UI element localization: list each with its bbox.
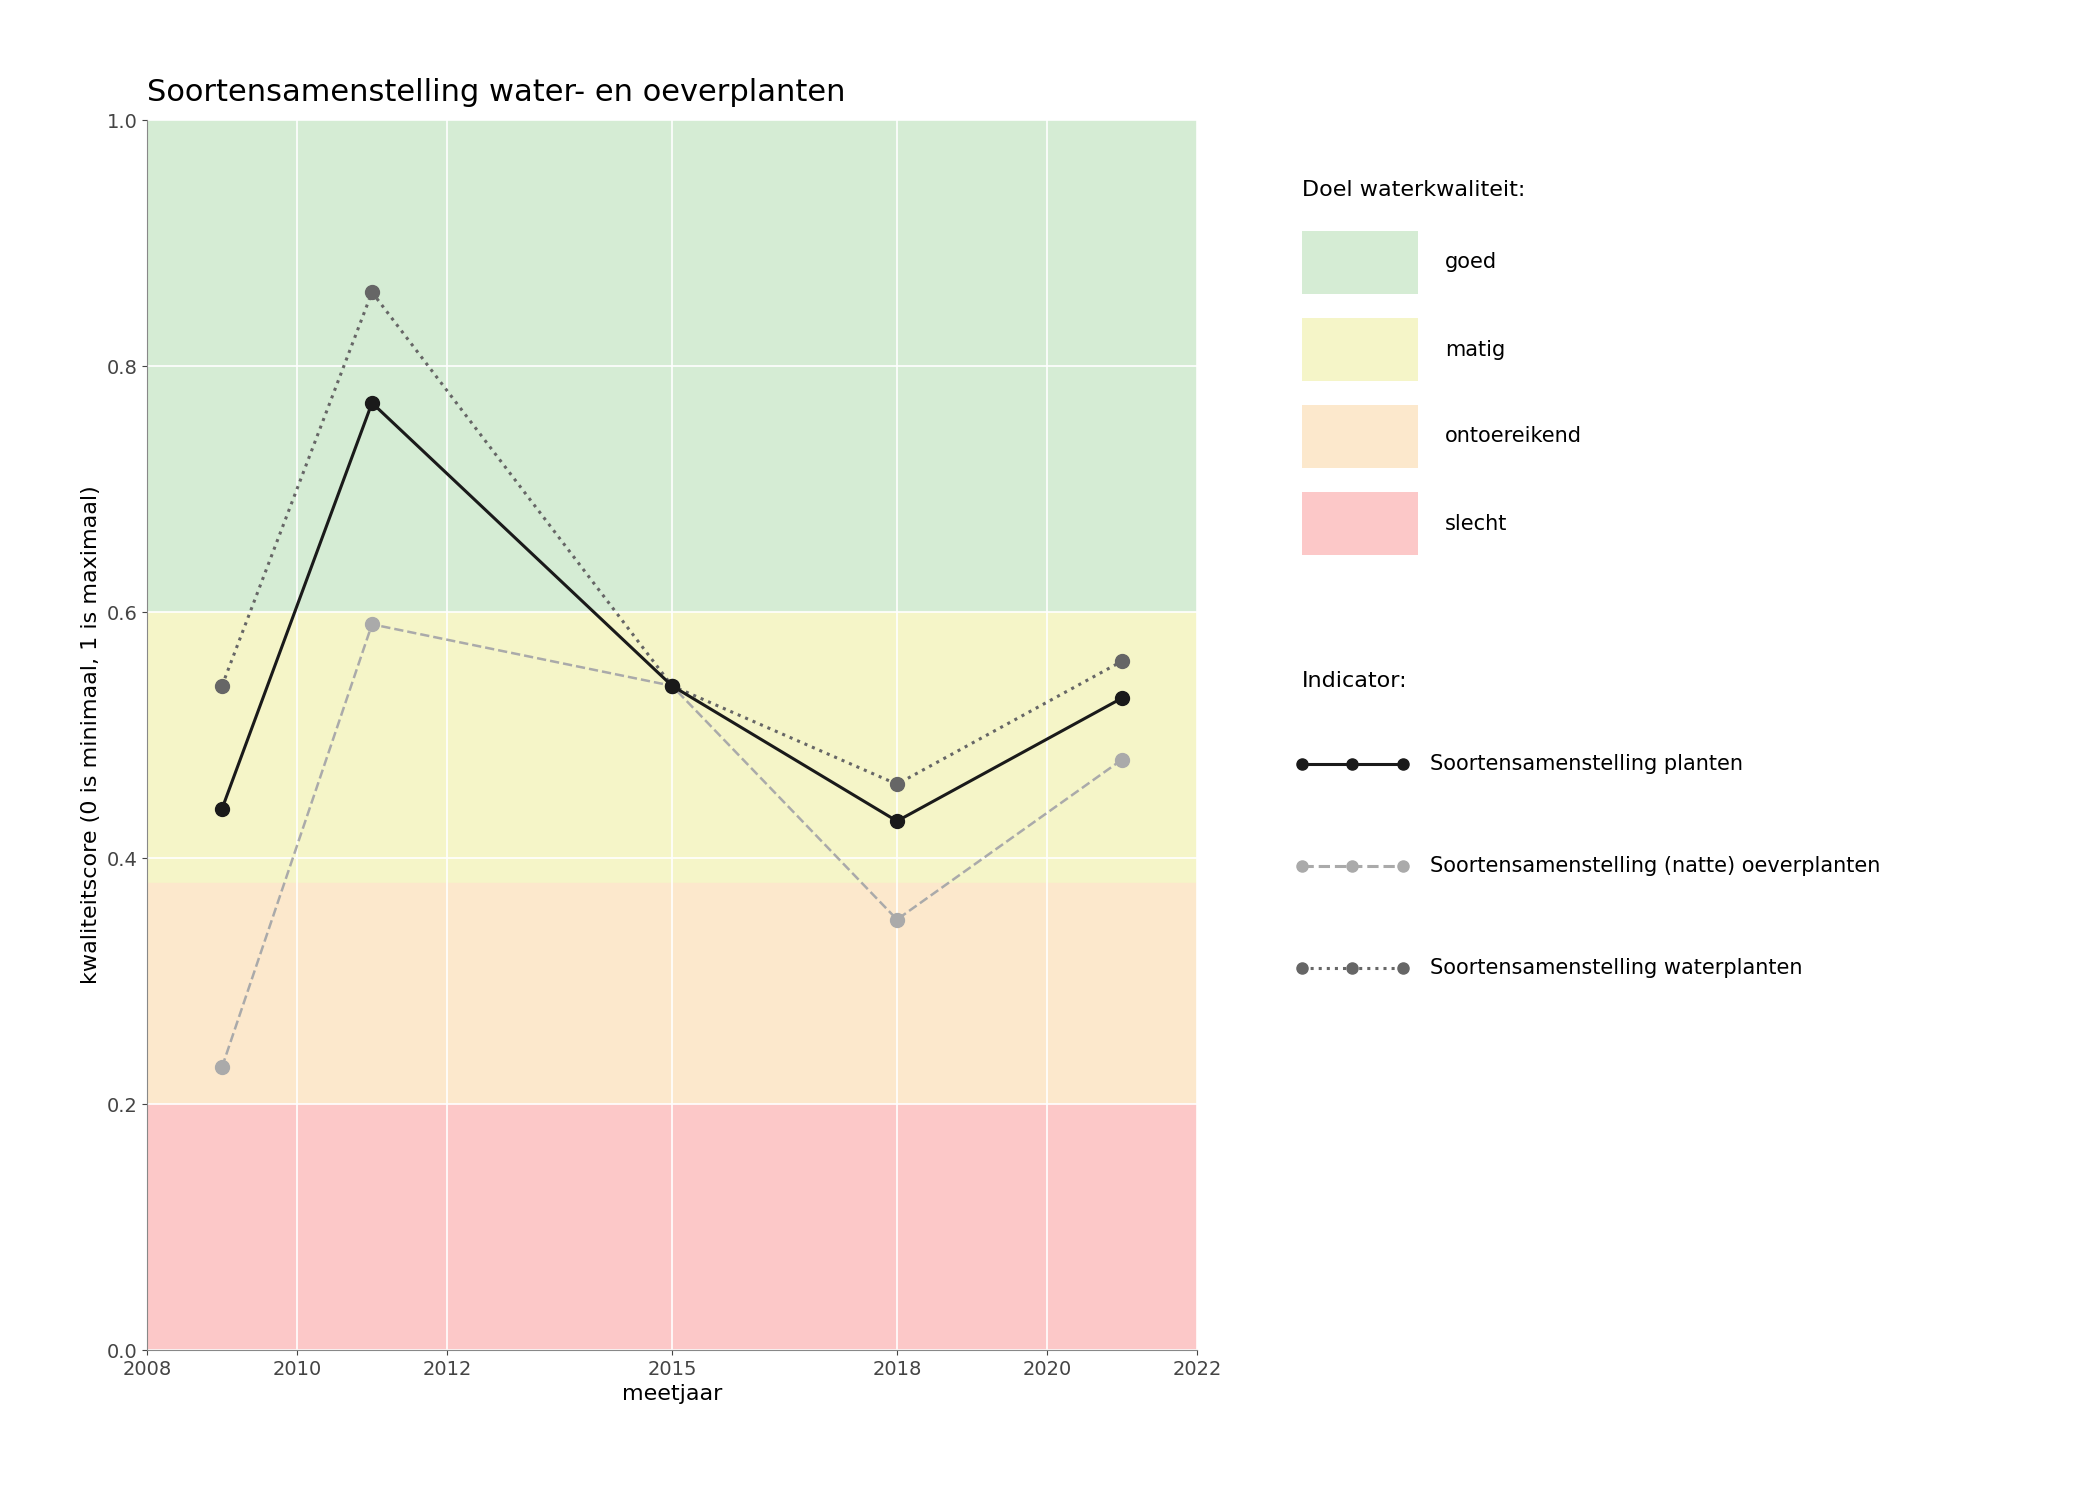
Bar <box>147 612 1197 882</box>
Text: Soortensamenstelling water- en oeverplanten: Soortensamenstelling water- en oeverplan… <box>147 78 846 106</box>
Text: Soortensamenstelling planten: Soortensamenstelling planten <box>1430 753 1743 774</box>
Text: Indicator:: Indicator: <box>1302 670 1407 690</box>
Bar <box>147 120 1197 612</box>
X-axis label: meetjaar: meetjaar <box>622 1384 722 1404</box>
Text: ontoereikend: ontoereikend <box>1445 426 1581 447</box>
Text: goed: goed <box>1445 252 1497 273</box>
Text: matig: matig <box>1445 339 1506 360</box>
Y-axis label: kwaliteitscore (0 is minimaal, 1 is maximaal): kwaliteitscore (0 is minimaal, 1 is maxi… <box>80 486 101 984</box>
Text: Soortensamenstelling (natte) oeverplanten: Soortensamenstelling (natte) oeverplante… <box>1430 855 1880 876</box>
Text: Soortensamenstelling waterplanten: Soortensamenstelling waterplanten <box>1430 957 1802 978</box>
Text: slecht: slecht <box>1445 513 1508 534</box>
Bar <box>147 882 1197 1104</box>
Bar <box>147 1104 1197 1350</box>
Text: Doel waterkwaliteit:: Doel waterkwaliteit: <box>1302 180 1525 200</box>
